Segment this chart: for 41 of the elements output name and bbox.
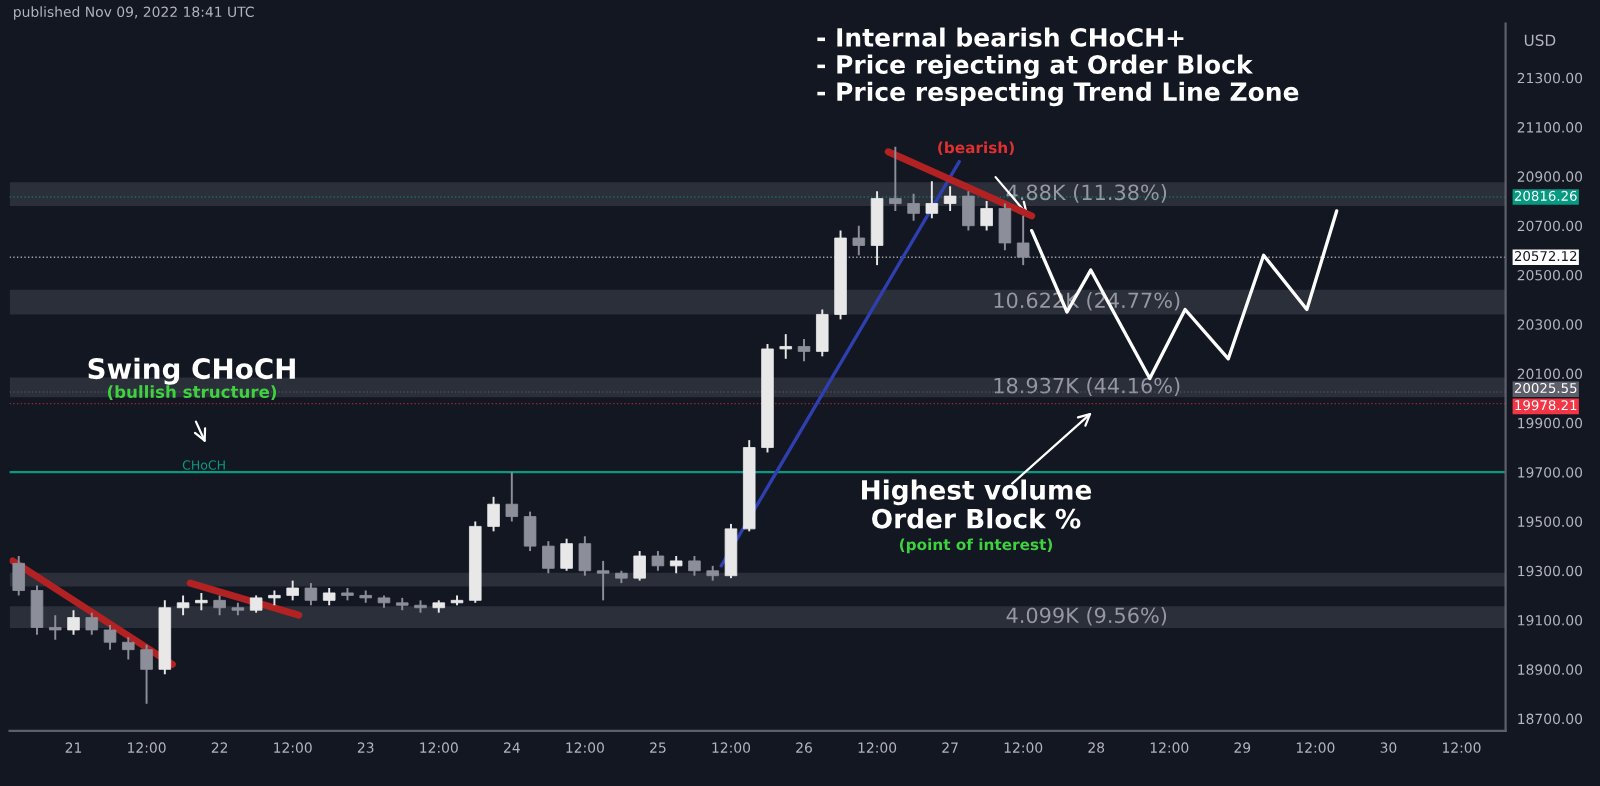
candlestick xyxy=(578,535,592,577)
candlestick xyxy=(907,192,920,222)
candlestick xyxy=(852,224,866,257)
candlestick xyxy=(103,624,117,651)
candlestick xyxy=(12,555,25,597)
candlestick xyxy=(651,550,665,572)
candlestick xyxy=(925,180,939,220)
candlestick xyxy=(962,190,975,232)
band-label: 4.099K (9.56%) xyxy=(1006,607,1167,626)
candlestick xyxy=(523,510,537,553)
candlestick xyxy=(213,594,226,617)
candlestick xyxy=(286,579,299,602)
candlestick xyxy=(998,202,1012,252)
candlestick xyxy=(122,636,135,661)
annotation: - Internal bearish CHoCH+ - Price rejecting at Order Block - Price respecting Trend Line Zone xyxy=(817,27,1299,107)
candlestick xyxy=(633,550,646,582)
candlestick xyxy=(304,582,318,607)
candlestick xyxy=(688,555,701,577)
candlestick xyxy=(85,611,99,636)
candlestick xyxy=(596,559,610,602)
candlestick xyxy=(797,338,811,363)
candlestick xyxy=(980,200,993,232)
candlestick xyxy=(943,185,957,212)
annotation: Swing CHoCH xyxy=(88,357,295,385)
candlestick xyxy=(48,614,62,641)
candlestick xyxy=(542,540,555,575)
candlestick xyxy=(30,584,44,636)
candlestick xyxy=(176,594,190,617)
candlestick xyxy=(870,190,884,267)
candlestick xyxy=(779,333,793,360)
candlestick xyxy=(140,643,153,705)
candlestick xyxy=(889,145,902,212)
candlestick xyxy=(67,609,80,636)
annotation: Highest volume Order Block % xyxy=(862,479,1092,529)
candlestick xyxy=(560,537,573,572)
candlestick xyxy=(487,495,500,533)
annotation: (bullish structure) xyxy=(107,385,277,400)
candlestick xyxy=(505,471,519,523)
band-label: 18.937K (44.16%) xyxy=(994,377,1180,396)
candlestick xyxy=(724,522,738,580)
candlestick xyxy=(816,308,829,358)
